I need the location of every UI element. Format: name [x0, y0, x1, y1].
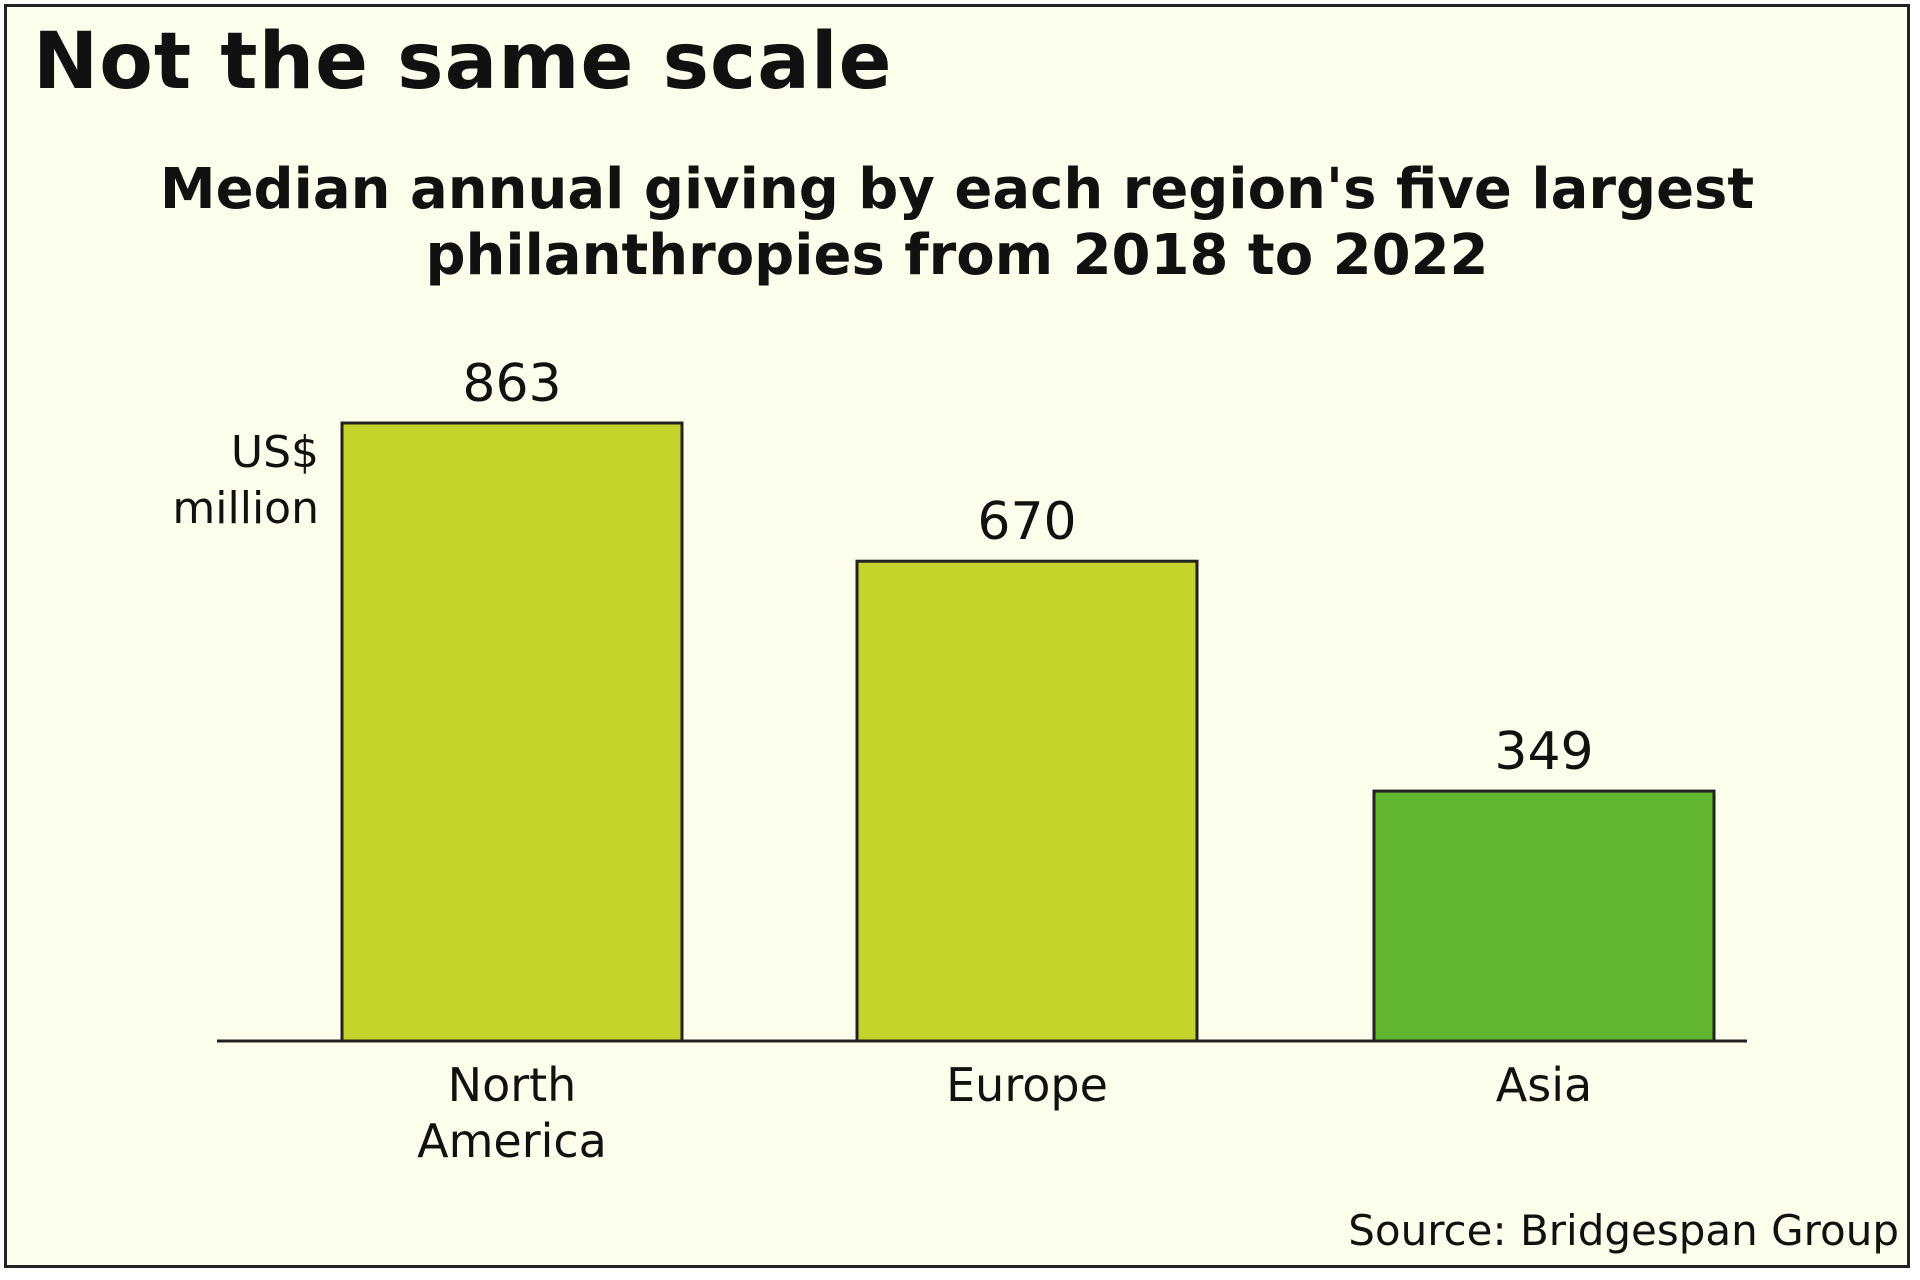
value-label-europe: 670: [977, 492, 1076, 552]
subtitle-line-1: Median annual giving by each region's fi…: [159, 157, 1755, 222]
subtitle-line-2: philanthropies from 2018 to 2022: [425, 223, 1489, 288]
chart-subtitle: Median annual giving by each region's fi…: [7, 157, 1907, 289]
category-label-north-america: North America: [417, 1058, 607, 1168]
category-label-line: North: [448, 1058, 577, 1112]
category-label-line: Europe: [946, 1058, 1108, 1112]
value-label-north-america: 863: [462, 354, 561, 414]
bar-north-america: [340, 421, 684, 1043]
category-label-asia: Asia: [1496, 1058, 1592, 1112]
y-axis-unit-label: US$ million: [107, 425, 319, 537]
unit-line-currency: US$: [230, 427, 319, 478]
category-label-line: America: [417, 1114, 607, 1168]
category-label-line: Asia: [1496, 1058, 1592, 1112]
bar-asia: [1372, 789, 1716, 1043]
value-label-asia: 349: [1494, 722, 1593, 782]
chart-frame: Not the same scale Median annual giving …: [4, 4, 1910, 1268]
source-note: Source: Bridgespan Group: [1348, 1206, 1899, 1255]
bar-europe: [855, 559, 1199, 1043]
unit-line-scale: million: [172, 483, 319, 534]
chart-title: Not the same scale: [33, 17, 893, 107]
category-label-europe: Europe: [946, 1058, 1108, 1112]
bar-chart-plot: 863 North America 670 Europe 349 Asia: [217, 354, 1747, 1168]
